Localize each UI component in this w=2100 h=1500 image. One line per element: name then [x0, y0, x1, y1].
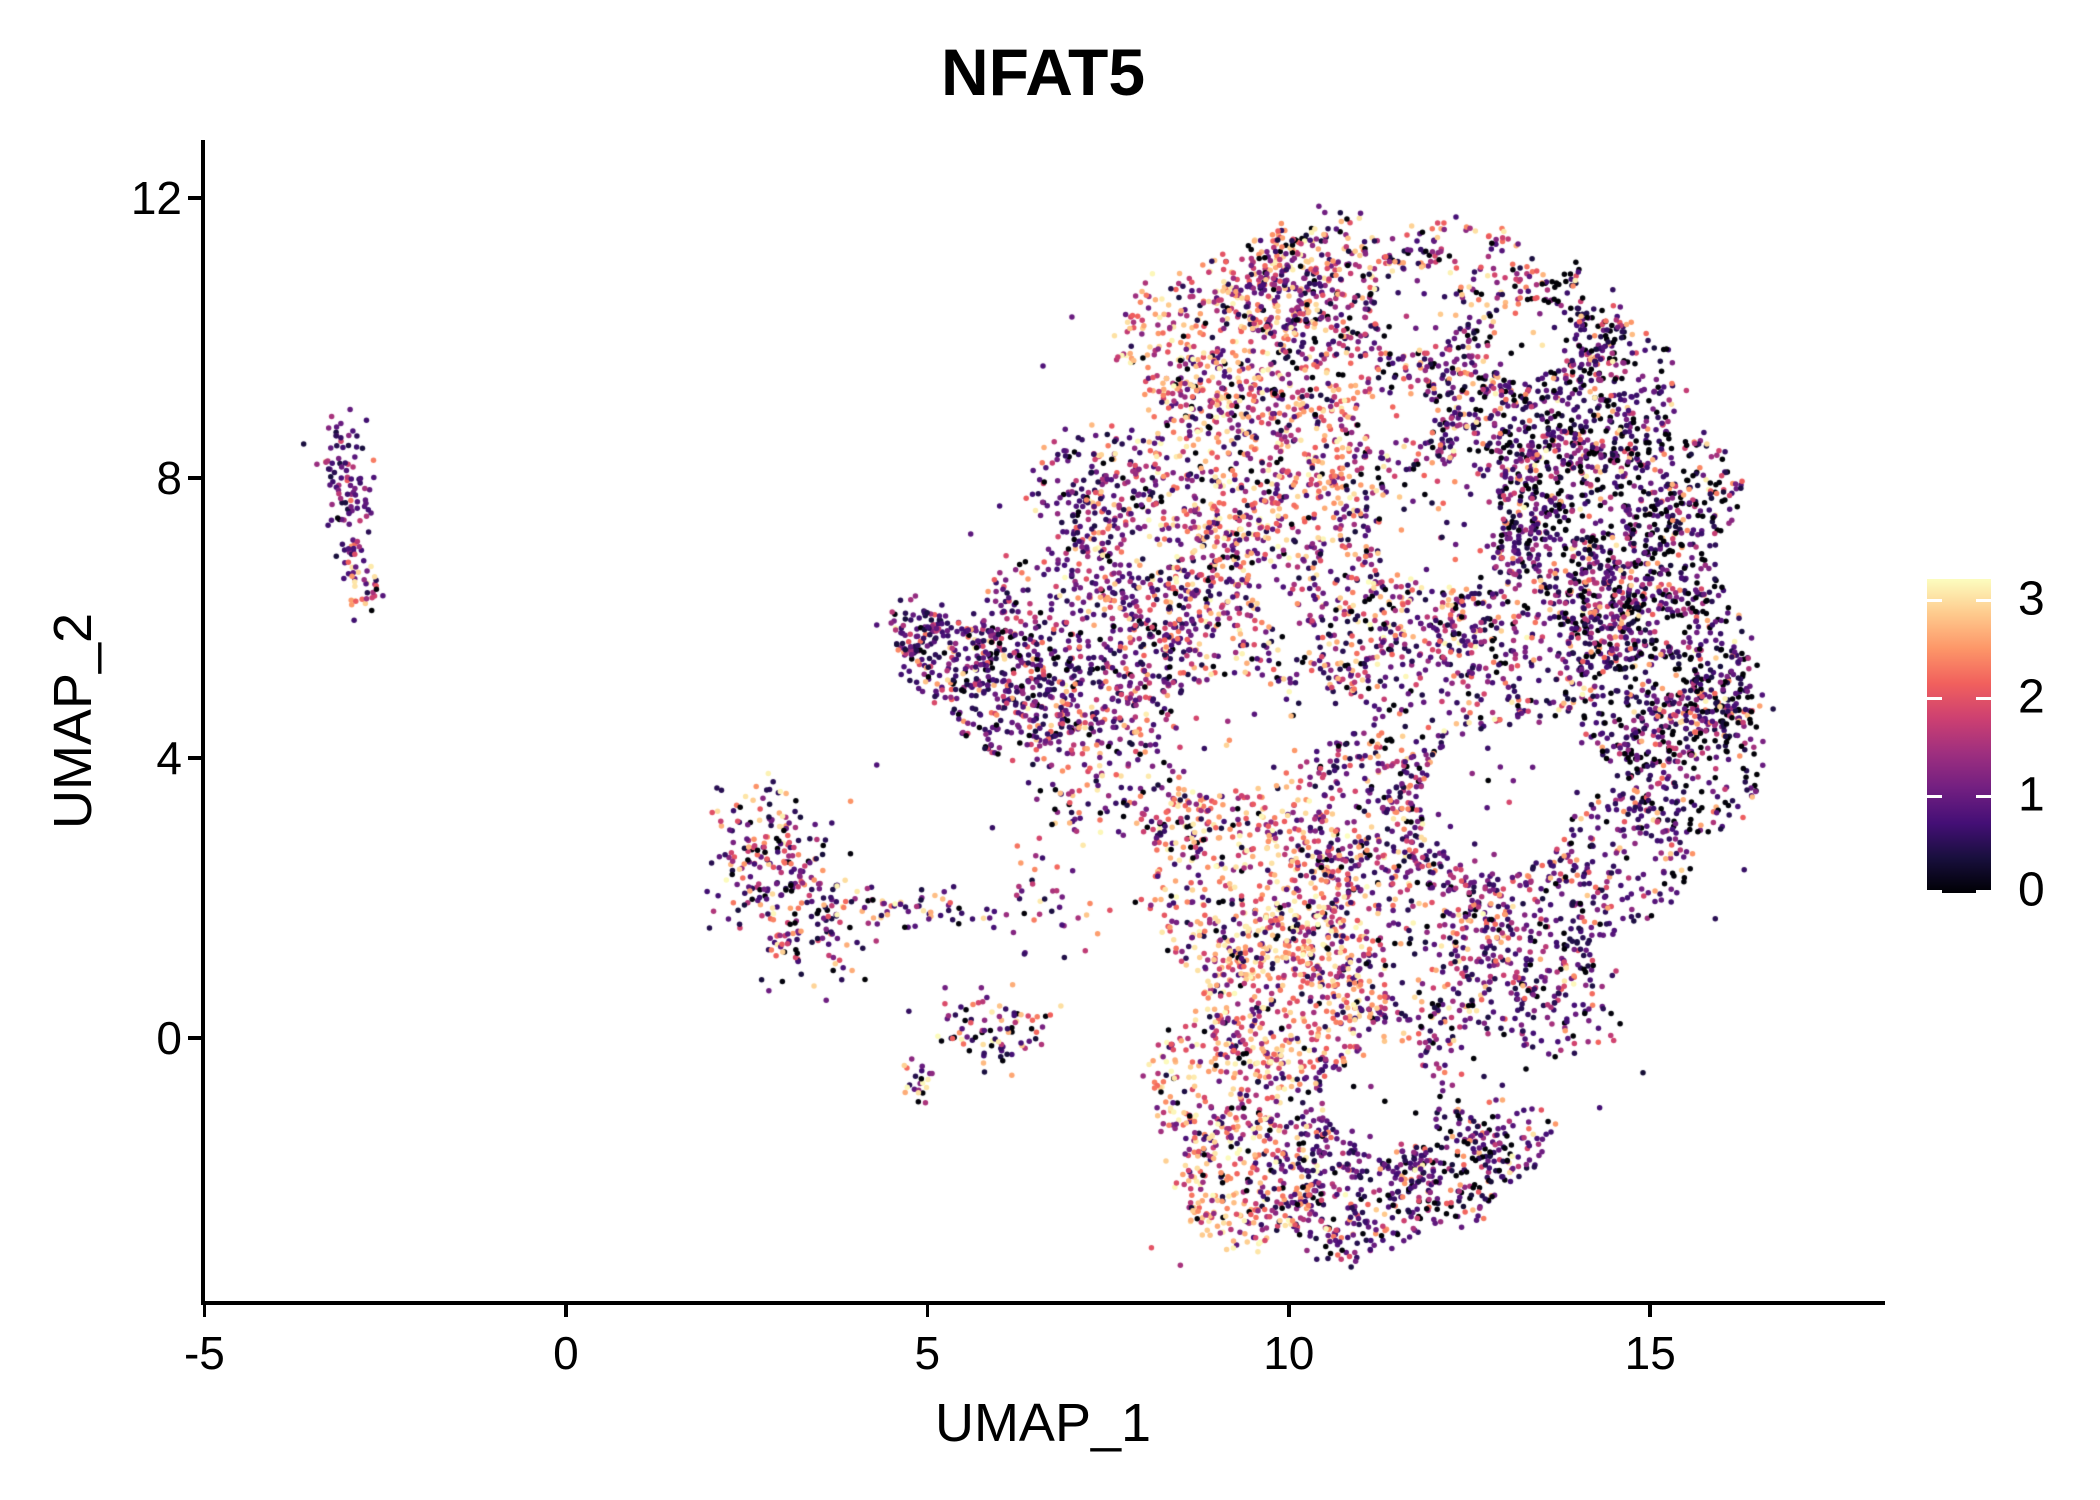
y-tick-mark: [188, 476, 201, 480]
colorbar-tick-mark: [1976, 890, 1991, 893]
x-tick-mark: [564, 1304, 568, 1317]
x-tick-label: 10: [1263, 1327, 1315, 1379]
colorbar-tick-label: 2: [2018, 670, 2045, 724]
colorbar-tick-mark: [1927, 794, 1942, 798]
plot-title-wrap: NFAT5: [203, 34, 1883, 110]
y-tick-label: 4: [156, 731, 182, 784]
y-axis-line: [201, 140, 205, 1305]
y-tick-label: 0: [156, 1011, 182, 1064]
plot-title: NFAT5: [940, 35, 1146, 109]
colorbar-tick-label: 3: [2018, 572, 2045, 626]
x-tick-label: -5: [183, 1327, 225, 1379]
x-tick-label: 15: [1624, 1327, 1676, 1379]
colorbar-tick-mark: [1976, 794, 1991, 798]
y-tick-label: 8: [156, 451, 182, 504]
x-tick-mark: [1648, 1304, 1652, 1317]
colorbar-tick-mark: [1976, 696, 1991, 700]
y-tick-mark: [188, 196, 201, 200]
x-tick-mark: [925, 1304, 930, 1317]
y-axis-title: UMAP_2: [43, 612, 103, 830]
scatter-points-canvas: [203, 140, 1883, 1303]
x-axis-title: UMAP_1: [934, 1393, 1152, 1453]
y-tick-mark: [188, 756, 201, 760]
colorbar-gradient: [1927, 579, 1991, 893]
x-tick-mark: [1287, 1304, 1291, 1317]
colorbar-tick-label: 1: [2018, 768, 2045, 822]
colorbar-tick-mark: [1927, 890, 1942, 893]
x-tick-mark: [202, 1304, 207, 1317]
y-tick-mark: [188, 1036, 201, 1040]
x-axis-line: [201, 1301, 1885, 1305]
x-tick-label: 0: [553, 1327, 579, 1379]
colorbar-tick-mark: [1927, 696, 1942, 700]
y-tick-label: 12: [130, 172, 182, 225]
colorbar-tick-mark: [1976, 598, 1991, 602]
x-tick-label: 5: [914, 1327, 941, 1379]
colorbar-tick-mark: [1927, 598, 1942, 602]
colorbar-tick-label: 0: [2018, 863, 2045, 917]
